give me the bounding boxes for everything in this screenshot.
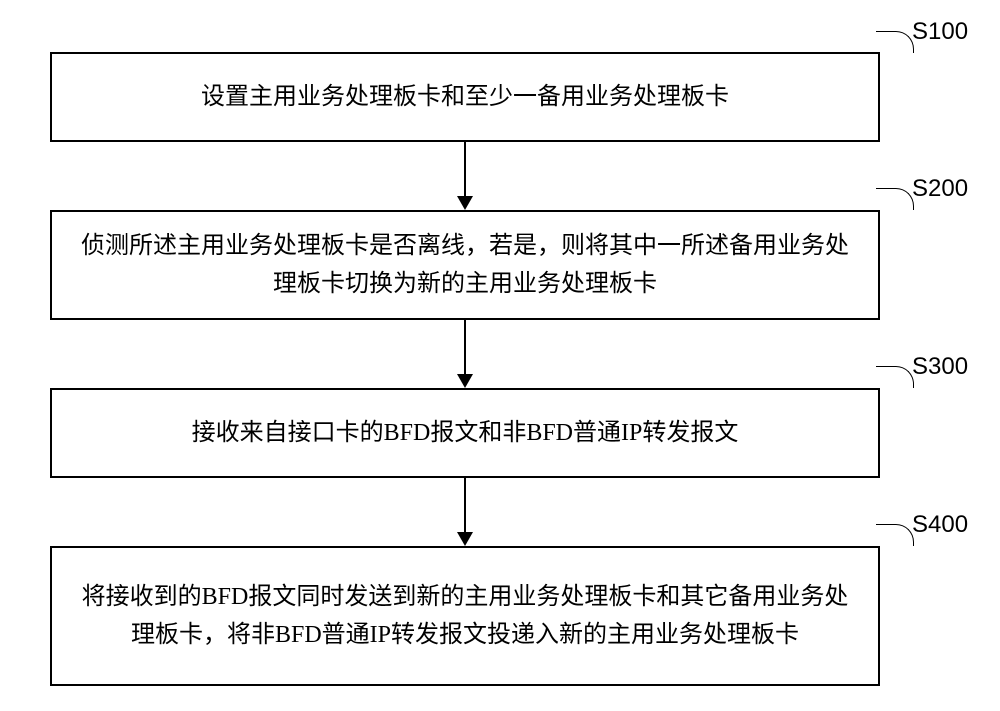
node-text: 设置主用业务处理板卡和至少一备用业务处理板卡 xyxy=(201,78,729,116)
arrow-n1-n2 xyxy=(457,196,473,210)
edge-n2-n3 xyxy=(464,320,466,374)
step-label-s200: S200 xyxy=(912,175,968,203)
leader-s400 xyxy=(876,524,914,546)
flowchart-container: 设置主用业务处理板卡和至少一备用业务处理板卡 S100 侦测所述主用业务处理板卡… xyxy=(0,0,1000,711)
edge-n3-n4 xyxy=(464,478,466,532)
node-text: 侦测所述主用业务处理板卡是否离线，若是，则将其中一所述备用业务处理板卡切换为新的… xyxy=(72,227,858,304)
arrow-n3-n4 xyxy=(457,532,473,546)
node-text: 接收来自接口卡的BFD报文和非BFD普通IP转发报文 xyxy=(192,414,739,452)
leader-s200 xyxy=(876,188,914,210)
leader-s100 xyxy=(876,31,914,53)
arrow-n2-n3 xyxy=(457,374,473,388)
step-label-s400: S400 xyxy=(912,511,968,539)
step-label-s300: S300 xyxy=(912,353,968,381)
step-label-s100: S100 xyxy=(912,18,968,46)
flow-node-s400: 将接收到的BFD报文同时发送到新的主用业务处理板卡和其它备用业务处理板卡，将非B… xyxy=(50,546,880,686)
flow-node-s300: 接收来自接口卡的BFD报文和非BFD普通IP转发报文 xyxy=(50,388,880,478)
flow-node-s200: 侦测所述主用业务处理板卡是否离线，若是，则将其中一所述备用业务处理板卡切换为新的… xyxy=(50,210,880,320)
node-text: 将接收到的BFD报文同时发送到新的主用业务处理板卡和其它备用业务处理板卡，将非B… xyxy=(72,578,858,655)
edge-n1-n2 xyxy=(464,142,466,196)
leader-s300 xyxy=(876,366,914,388)
flow-node-s100: 设置主用业务处理板卡和至少一备用业务处理板卡 xyxy=(50,52,880,142)
